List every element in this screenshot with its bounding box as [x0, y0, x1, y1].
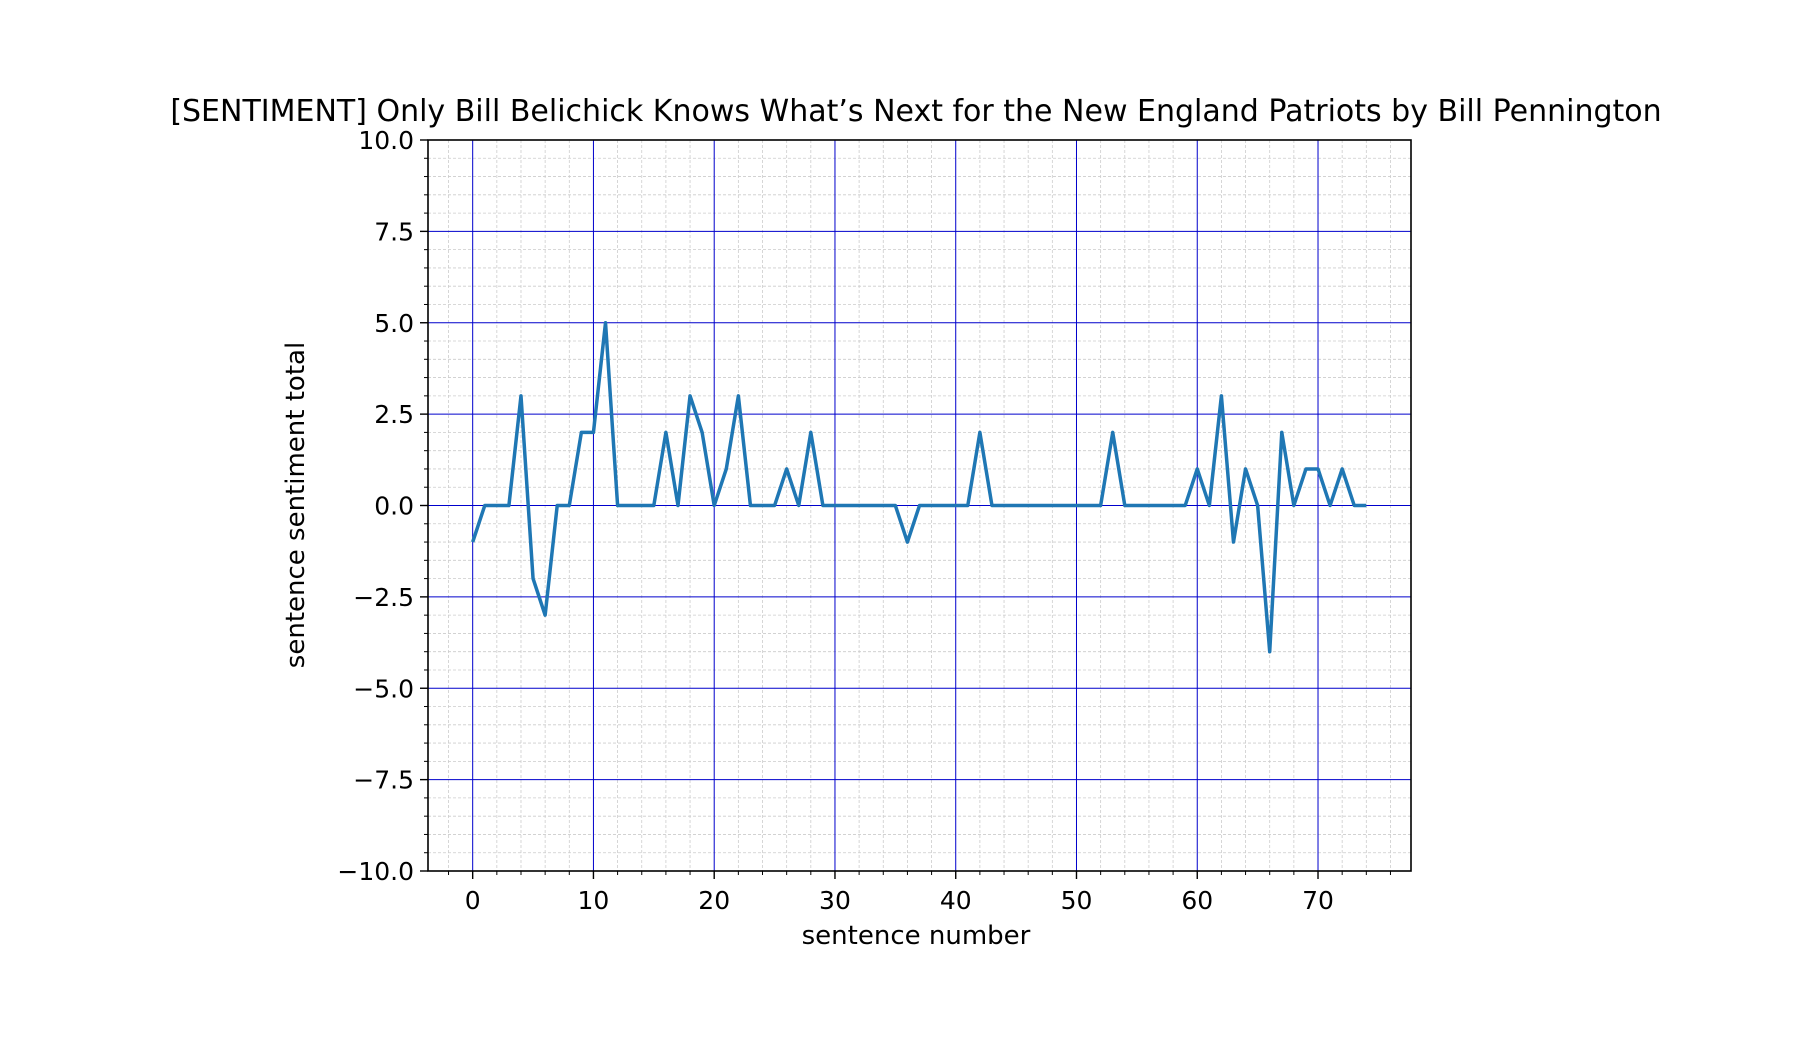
y-tick-label: 2.5 [374, 400, 414, 429]
y-tick-label: 10.0 [358, 126, 414, 155]
x-tick-label: 50 [1061, 886, 1093, 915]
x-tick-label: 30 [819, 886, 851, 915]
y-tick-label: 0.0 [374, 492, 414, 521]
y-tick-label: −2.5 [353, 583, 414, 612]
x-tick-label: 0 [465, 886, 481, 915]
y-tick-label: −5.0 [353, 674, 414, 703]
y-tick-label: −7.5 [353, 766, 414, 795]
x-tick-label: 40 [940, 886, 972, 915]
chart-title: [SENTIMENT] Only Bill Belichick Knows Wh… [170, 94, 1661, 129]
tick-labels: 0 10 20 30 40 50 60 70 −10.0 −7.5 −5.0 −2.5 0.0 2.5 5.… [337, 126, 1334, 915]
y-tick-label: −10.0 [337, 857, 414, 886]
axis-ticks [420, 139, 1391, 879]
y-tick-label: 7.5 [374, 217, 414, 246]
y-axis-label: sentence sentiment total [281, 342, 311, 668]
y-tick-label: 5.0 [374, 309, 414, 338]
x-tick-label: 70 [1302, 886, 1334, 915]
x-tick-label: 10 [578, 886, 610, 915]
x-tick-label: 20 [698, 886, 730, 915]
series-layer [471, 321, 1367, 654]
x-axis-label: sentence number [802, 921, 1031, 951]
x-tick-label: 60 [1181, 886, 1213, 915]
